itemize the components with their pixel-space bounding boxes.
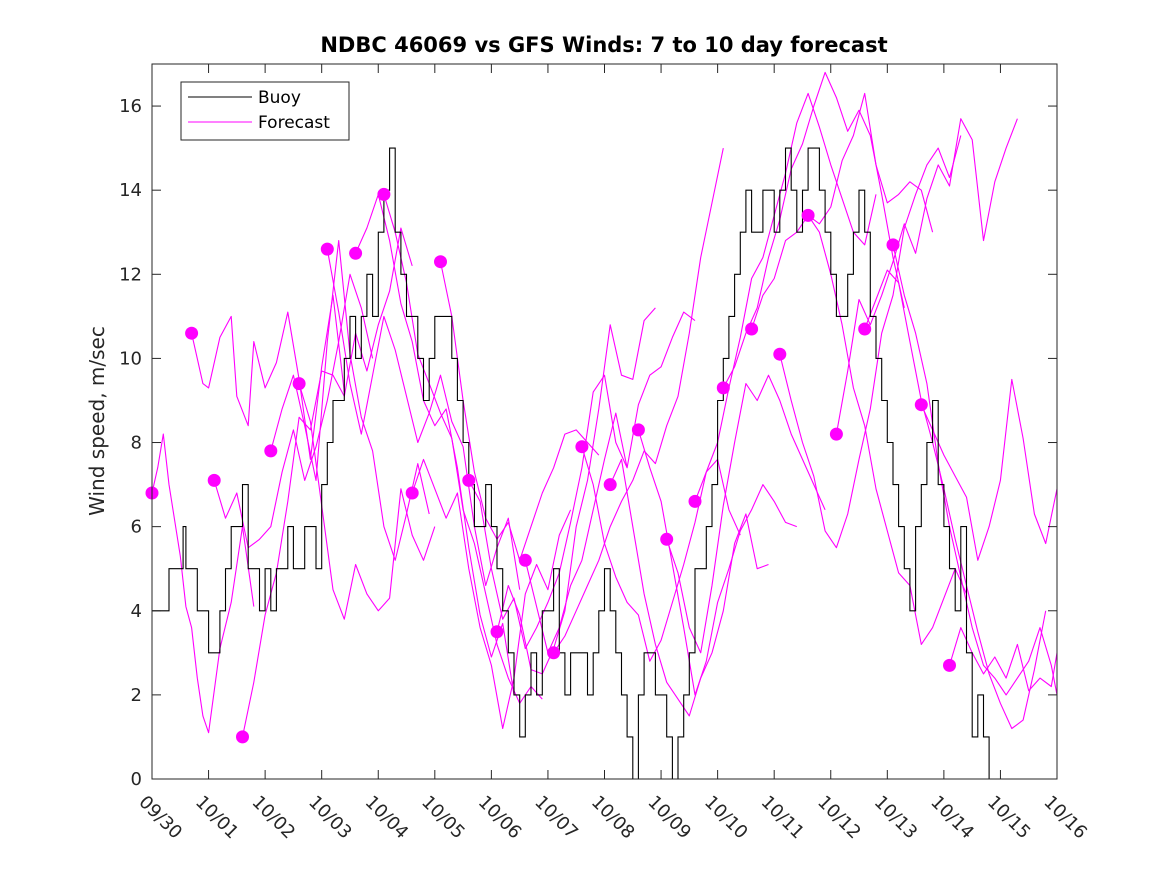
- chart-title: NDBC 46069 vs GFS Winds: 7 to 10 day for…: [320, 33, 887, 57]
- forecast-start-marker-19: [660, 532, 674, 546]
- forecast-start-marker-21: [716, 381, 730, 395]
- forecast-line-10: [411, 458, 572, 730]
- legend: Buoy Forecast: [180, 81, 350, 141]
- forecast-line-23: [779, 135, 962, 549]
- y-tick-label: 16: [119, 96, 142, 117]
- forecast-line-17: [609, 458, 769, 717]
- forecast-start-marker-28: [914, 398, 928, 412]
- y-tick-label: 4: [131, 601, 142, 622]
- y-tick-label: 14: [119, 180, 142, 201]
- y-tick-label: 6: [131, 517, 142, 538]
- legend-box: [180, 81, 350, 141]
- y-tick-label: 10: [119, 348, 142, 369]
- forecast-line-8: [355, 193, 515, 695]
- forecast-start-marker-27: [886, 238, 900, 252]
- forecast-start-marker-6: [292, 377, 306, 391]
- forecast-start-marker-14: [518, 553, 532, 567]
- forecast-start-marker-24: [801, 208, 815, 222]
- forecast-line-12: [468, 374, 628, 650]
- forecast-line-15: [553, 147, 724, 654]
- forecast-line-19: [666, 374, 826, 654]
- y-tick-label: 8: [131, 433, 142, 454]
- forecast-line-25: [835, 118, 1018, 435]
- forecast-start-marker-23: [773, 347, 787, 361]
- forecast-start-marker-5: [264, 444, 278, 458]
- y-tick-label: 12: [119, 264, 142, 285]
- forecast-start-marker-17: [603, 478, 617, 492]
- forecast-start-marker-20: [688, 494, 702, 508]
- forecast-line-2: [191, 294, 345, 460]
- forecast-start-marker-26: [858, 322, 872, 336]
- forecast-start-marker-29: [943, 658, 956, 672]
- forecast-line-1: [151, 433, 255, 734]
- forecast-start-marker-10: [405, 486, 419, 500]
- forecast-start-marker-3: [207, 473, 221, 487]
- forecast-line-29: [948, 627, 1058, 692]
- forecast-line-7: [326, 249, 521, 590]
- forecast-line-13: [496, 307, 656, 675]
- forecast-start-marker-22: [745, 322, 759, 336]
- buoy-line: [152, 147, 990, 780]
- y-axis-label: Wind speed, m/sec: [85, 326, 109, 516]
- forecast-line-26: [864, 269, 1047, 730]
- forecast-line-18: [637, 429, 797, 696]
- y-tick-label: 0: [131, 769, 142, 790]
- y-tick-label: 2: [131, 685, 142, 706]
- forecast-start-marker-18: [631, 423, 645, 437]
- forecast-start-marker-15: [547, 646, 561, 660]
- forecast-line-14: [524, 311, 696, 654]
- forecast-start-marker-11: [434, 255, 447, 269]
- legend-forecast-label: Forecast: [258, 113, 330, 133]
- forecast-start-marker-25: [829, 427, 843, 441]
- forecast-line-22: [751, 92, 934, 330]
- forecast-start-marker-2: [185, 326, 199, 340]
- forecast-start-marker-9: [377, 187, 391, 201]
- forecast-start-marker-8: [349, 246, 363, 260]
- forecast-line-28: [920, 378, 1058, 561]
- forecast-line-24: [807, 215, 968, 645]
- forecast-line-27: [892, 244, 1058, 696]
- forecast-start-marker-12: [462, 473, 476, 487]
- forecast-start-marker-13: [490, 625, 504, 639]
- forecast-line-16: [581, 446, 741, 662]
- forecast-line-3: [213, 273, 374, 549]
- forecast-start-marker-16: [575, 440, 589, 454]
- forecast-start-marker-4: [236, 730, 249, 744]
- forecast-start-marker-7: [320, 242, 334, 256]
- legend-buoy-label: Buoy: [258, 88, 301, 108]
